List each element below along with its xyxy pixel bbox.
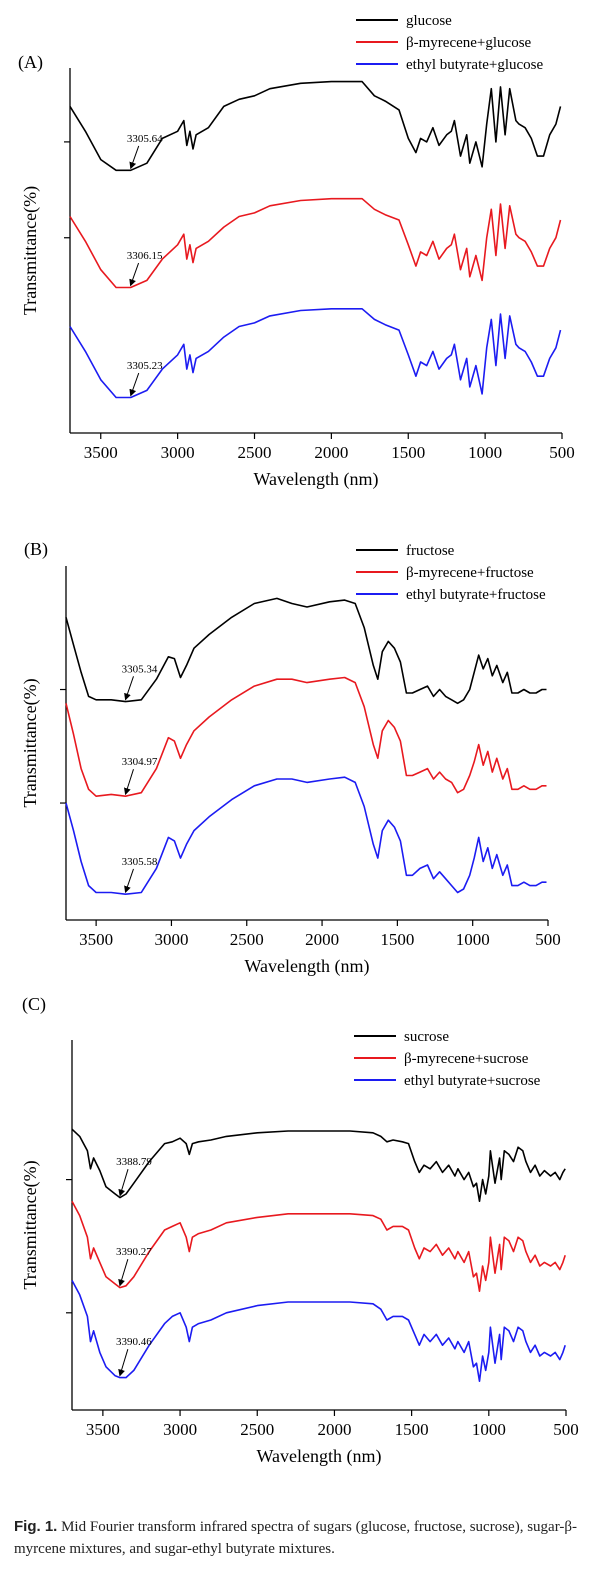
series-line [71,1200,566,1292]
chart-panel-c: 3500 3000 2500 2000 1500 1000 500 Wavelength (n… [20,994,579,1467]
x-axis-title: Wavelength (nm) [244,956,369,977]
x-tick-label: 2500 [240,1420,274,1439]
peak-arrow [124,868,134,894]
x-tick-label: 3500 [86,1420,120,1439]
x-tick-label: 3500 [84,443,118,462]
x-tick-label: 3000 [163,1420,197,1439]
x-tick-label: 1500 [395,1420,429,1439]
legend-entry: β-myrecene+fructose [406,565,534,581]
peak-annotation: 3306.15 [127,250,163,262]
caption-label: Fig. 1. [14,1518,58,1535]
x-tick-label: 1500 [391,443,425,462]
series-line [69,308,562,399]
panel-label: (B) [24,539,48,560]
peak-annotation: 3305.64 [127,133,163,145]
legend-entry: ethyl butyrate+glucose [406,57,544,73]
x-tick-label: 2000 [317,1420,351,1439]
legend-entry: glucose [406,13,452,29]
chart-panel-a: 3500 3000 2500 2000 1500 1000 500 Wavelength (n… [18,13,575,490]
x-tick-label: 3000 [161,443,195,462]
x-tick-label: 1000 [472,1420,506,1439]
peak-annotation: 3388.79 [116,1156,152,1168]
x-tick-label: 1500 [380,930,414,949]
panel-label: (C) [22,994,46,1015]
series-line [65,676,547,797]
x-tick-label: 2500 [230,930,264,949]
series-line [71,1128,566,1202]
peak-arrow [118,1259,129,1287]
y-axis-title: Transmittance(%) [20,678,41,807]
peak-arrow [129,145,140,170]
x-tick-label: 2000 [314,443,348,462]
x-tick-label: 2500 [238,443,272,462]
peak-annotation: 3390.46 [116,1336,152,1348]
peak-annotation: 3305.58 [122,856,158,868]
y-axis-title: Transmittance(%) [20,186,41,315]
x-axis-title: Wavelength (nm) [253,469,378,490]
panel-label: (A) [18,52,43,73]
figure-caption: Fig. 1. Mid Fourier transform infrared s… [14,1516,602,1560]
x-tick-label: 500 [535,930,561,949]
x-tick-label: 3000 [154,930,188,949]
x-tick-label: 3500 [79,930,113,949]
legend-entry: sucrose [404,1029,449,1045]
caption-text: Mid Fourier transform infrared spectra o… [14,1519,578,1557]
legend-entry: ethyl butyrate+fructose [406,587,546,603]
series-line [71,1280,566,1382]
peak-annotation: 3305.23 [127,360,163,372]
legend-entry: β-myrecene+glucose [406,35,532,51]
legend-entry: ethyl butyrate+sucrose [404,1073,541,1089]
legend-entry: fructose [406,543,455,559]
x-tick-label: 2000 [305,930,339,949]
peak-arrow [124,676,134,701]
peak-arrow [129,372,140,397]
peak-arrow [118,1169,129,1197]
x-tick-label: 1000 [468,443,502,462]
x-axis-title: Wavelength (nm) [256,1446,381,1467]
peak-arrow [123,769,134,796]
y-axis-title: Transmittance(%) [20,1160,41,1289]
figure-canvas: 3500 3000 2500 2000 1500 1000 500 Wavelength (n… [18,13,579,1467]
series-line [69,80,562,172]
peak-arrow [118,1349,129,1377]
chart-panel-b: 3500 3000 2500 2000 1500 1000 500 Wavelength (n… [20,539,561,977]
x-tick-label: 1000 [456,930,490,949]
series-line [65,776,547,895]
series-line [65,597,547,705]
peak-arrow [129,262,140,287]
x-tick-label: 500 [549,443,575,462]
series-line [69,197,562,289]
peak-annotation: 3305.34 [122,663,158,675]
peak-annotation: 3390.27 [116,1246,152,1258]
peak-annotation: 3304.97 [122,756,158,768]
x-tick-label: 500 [553,1420,579,1439]
legend-entry: β-myrecene+sucrose [404,1051,529,1067]
